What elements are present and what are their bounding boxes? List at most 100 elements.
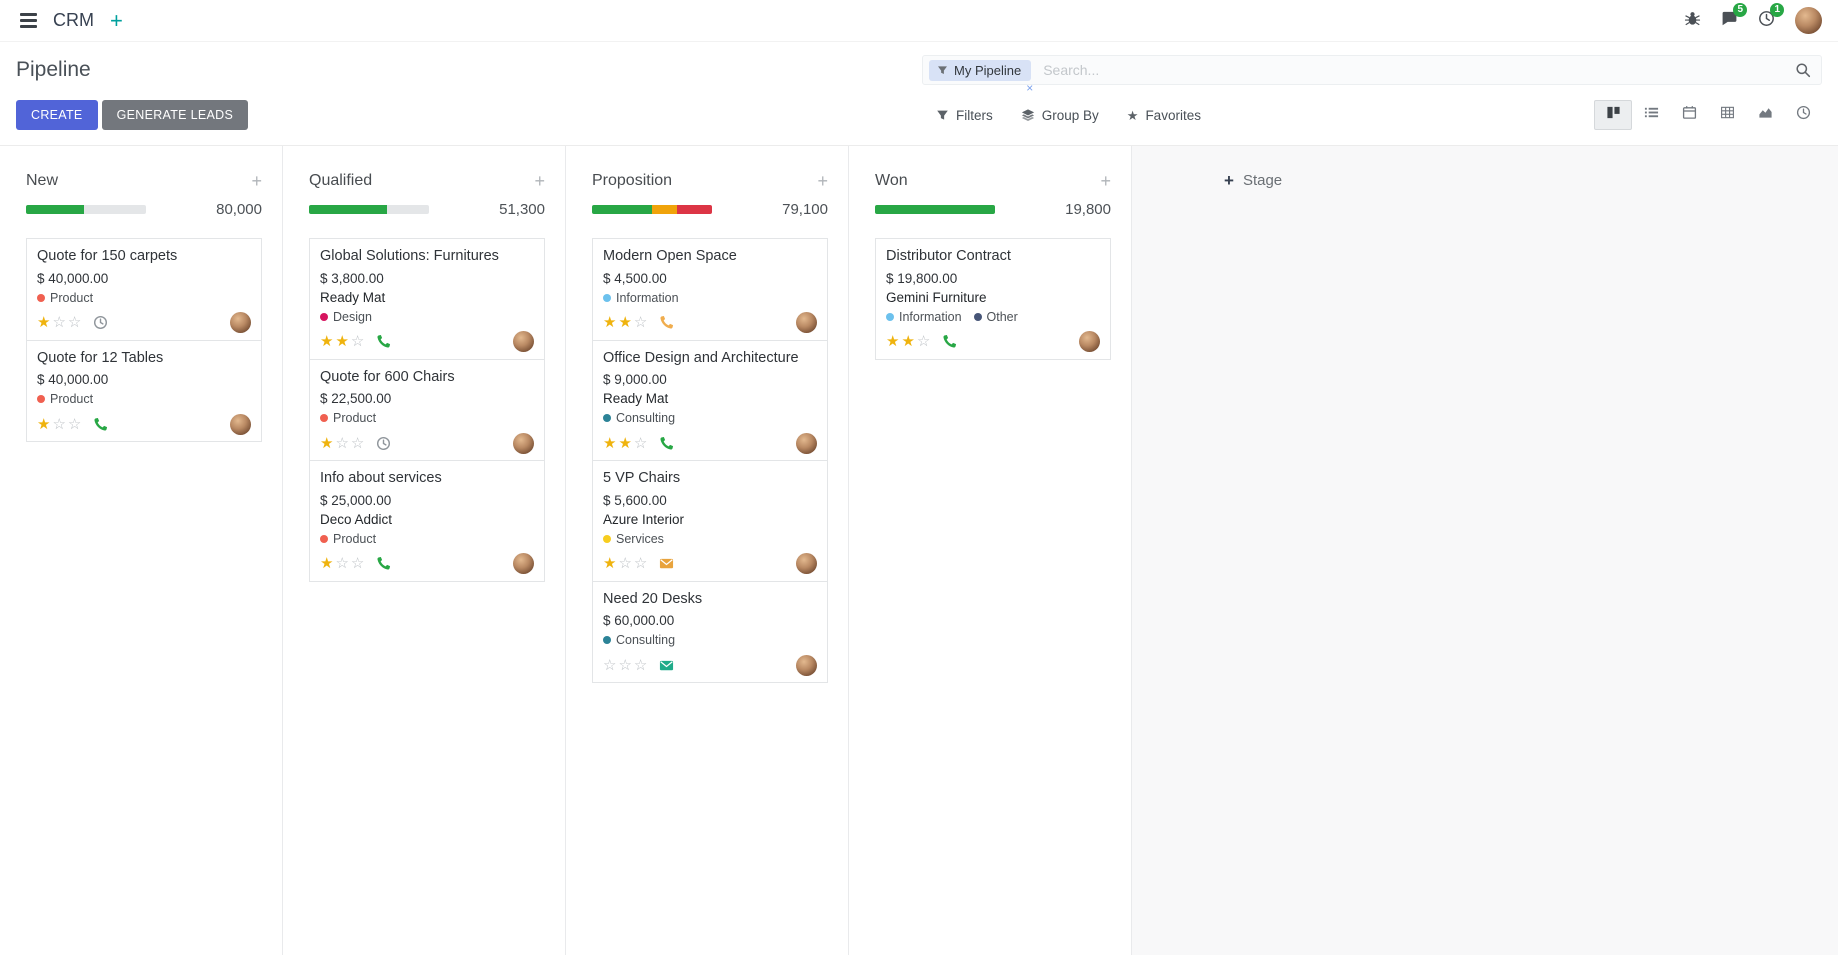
star-icon[interactable]: ☆	[335, 555, 351, 573]
phone-activity-icon[interactable]	[376, 334, 391, 349]
tag-color-dot	[37, 395, 45, 404]
card-footer: ☆☆☆	[603, 654, 817, 676]
star-icon[interactable]: ☆	[633, 656, 650, 674]
quick-add-icon[interactable]: +	[110, 7, 123, 33]
star-icon[interactable]: ☆	[52, 415, 68, 433]
star-icon[interactable]: ☆	[335, 434, 351, 452]
star-icon[interactable]: ★	[603, 434, 619, 452]
star-icon[interactable]: ★	[618, 434, 634, 452]
star-icon[interactable]: ★	[37, 415, 53, 433]
messages-button[interactable]: 5	[1721, 2, 1747, 32]
add-record-icon[interactable]: +	[817, 171, 828, 191]
star-icon[interactable]: ☆	[603, 656, 619, 674]
search-input[interactable]	[1043, 62, 1795, 78]
card-title: Office Design and Architecture	[603, 349, 799, 366]
view-graph-button[interactable]	[1746, 100, 1784, 130]
kanban-card[interactable]: Quote for 12 Tables $ 40,000.00 Product ★☆☆	[26, 339, 262, 443]
add-stage-button[interactable]: + Stage	[1224, 172, 1282, 189]
phone-activity-icon[interactable]	[659, 436, 674, 451]
star-icon[interactable]: ☆	[633, 314, 650, 332]
star-icon[interactable]: ★	[886, 333, 902, 351]
facet-remove-icon[interactable]: ×	[1026, 80, 1034, 95]
progress-segment[interactable]	[83, 205, 146, 214]
star-rating: ★★☆	[320, 334, 366, 349]
mail-activity-icon[interactable]	[659, 658, 674, 673]
view-pivot-button[interactable]	[1708, 100, 1746, 130]
phone-activity-icon[interactable]	[376, 556, 391, 571]
kanban-card[interactable]: Quote for 600 Chairs $ 22,500.00 Product ★☆…	[309, 358, 545, 462]
star-icon[interactable]: ☆	[67, 314, 84, 332]
view-calendar-button[interactable]	[1670, 100, 1708, 130]
star-icon[interactable]: ☆	[52, 314, 68, 332]
kanban-card[interactable]: Distributor Contract $ 19,800.00 Gemini Fu…	[875, 238, 1111, 360]
hamburger-menu-icon[interactable]	[16, 9, 41, 32]
add-record-icon[interactable]: +	[251, 171, 262, 191]
add-record-icon[interactable]: +	[1100, 171, 1111, 191]
view-list-button[interactable]	[1632, 100, 1670, 130]
star-icon[interactable]: ☆	[67, 415, 84, 433]
search-facet-label: My Pipeline	[954, 62, 1022, 78]
search-bar[interactable]: My Pipeline ×	[922, 55, 1822, 94]
kanban-card[interactable]: Office Design and Architecture $ 9,000.00…	[592, 339, 828, 462]
clock-activity-icon[interactable]	[376, 436, 391, 451]
kanban-card[interactable]: Info about services $ 25,000.00 Deco Addic…	[309, 460, 545, 582]
add-record-icon[interactable]: +	[534, 171, 545, 191]
phone-activity-icon[interactable]	[942, 334, 957, 349]
activities-button[interactable]: 1	[1758, 2, 1784, 32]
progress-segment[interactable]	[592, 205, 652, 214]
star-icon[interactable]: ☆	[633, 555, 650, 573]
progress-segment[interactable]	[652, 205, 678, 214]
kanban-card[interactable]: Need 20 Desks $ 60,000.00 Consulting ☆☆☆	[592, 580, 828, 684]
star-icon[interactable]: ★	[603, 555, 619, 573]
star-icon[interactable]: ★	[320, 434, 336, 452]
phone-activity-icon[interactable]	[659, 315, 674, 330]
star-icon[interactable]: ☆	[350, 555, 367, 573]
star-icon[interactable]: ☆	[618, 656, 634, 674]
tag-color-dot	[973, 312, 982, 321]
star-rating: ★★☆	[886, 334, 932, 349]
graph-view-icon	[1758, 105, 1773, 125]
star-icon[interactable]: ★	[37, 314, 53, 332]
column-title[interactable]: Qualified	[309, 172, 373, 189]
star-icon[interactable]: ★	[335, 333, 351, 351]
filters-menu-button[interactable]: Filters	[936, 108, 993, 123]
generate-leads-button[interactable]: GENERATE LEADS	[101, 100, 249, 130]
phone-activity-icon[interactable]	[93, 417, 108, 432]
column-title[interactable]: New	[26, 172, 59, 189]
column-title[interactable]: Proposition	[592, 172, 673, 189]
kanban-card[interactable]: 5 VP Chairs $ 5,600.00 Azure Interior Servi…	[592, 460, 828, 582]
view-kanban-button[interactable]	[1594, 100, 1632, 130]
column-title[interactable]: Won	[875, 172, 908, 189]
progress-segment[interactable]	[677, 205, 712, 214]
star-icon[interactable]: ★	[901, 333, 917, 351]
search-icon[interactable]	[1795, 62, 1811, 78]
mail-activity-icon[interactable]	[659, 556, 674, 571]
star-icon[interactable]: ☆	[350, 434, 367, 452]
add-stage-label: Stage	[1242, 172, 1283, 189]
progress-segment[interactable]	[26, 205, 84, 214]
star-icon[interactable]: ☆	[350, 333, 367, 351]
star-icon[interactable]: ★	[618, 314, 634, 332]
favorites-menu-button[interactable]: ★ Favorites	[1127, 108, 1201, 123]
progress-segment[interactable]	[309, 205, 387, 214]
kanban-card[interactable]: Modern Open Space $ 4,500.00 Information ★★…	[592, 238, 828, 341]
clock-activity-icon[interactable]	[93, 315, 108, 330]
search-facet[interactable]: My Pipeline ×	[929, 59, 1033, 94]
star-icon[interactable]: ☆	[633, 434, 650, 452]
view-activity-button[interactable]	[1784, 100, 1822, 130]
progress-segment[interactable]	[875, 205, 995, 214]
user-avatar[interactable]	[1795, 7, 1822, 34]
group-by-menu-button[interactable]: Group By	[1021, 108, 1099, 123]
progress-segment[interactable]	[387, 205, 429, 214]
star-icon[interactable]: ★	[603, 314, 619, 332]
star-icon[interactable]: ☆	[618, 555, 634, 573]
debug-bug-button[interactable]	[1684, 10, 1701, 32]
card-list: Quote for 150 carpets $ 40,000.00 Product ★…	[26, 238, 262, 443]
star-icon[interactable]: ☆	[916, 333, 933, 351]
star-icon[interactable]: ★	[320, 555, 336, 573]
kanban-card[interactable]: Global Solutions: Furnitures $ 3,800.00 Re…	[309, 238, 545, 360]
create-button[interactable]: CREATE	[16, 100, 98, 130]
star-icon[interactable]: ★	[320, 333, 336, 351]
kanban-card[interactable]: Quote for 150 carpets $ 40,000.00 Product ★…	[26, 238, 262, 341]
view-switcher	[1594, 100, 1822, 130]
